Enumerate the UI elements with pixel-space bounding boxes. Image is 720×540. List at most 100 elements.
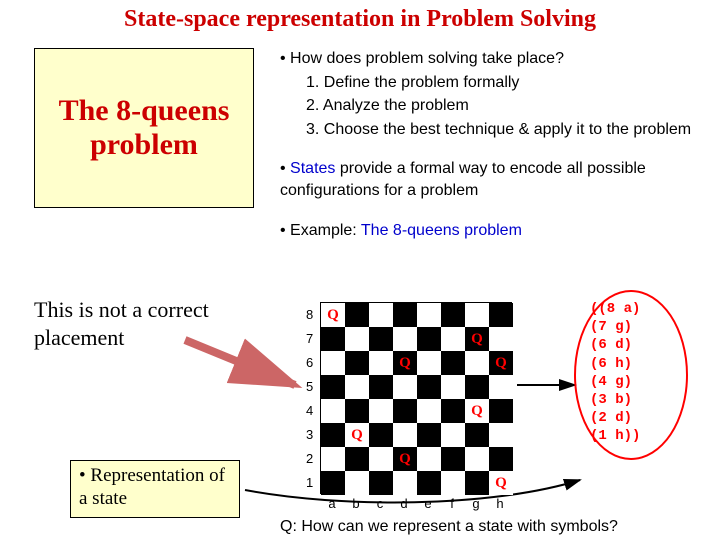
bullet-3: • Example: The 8-queens problem (280, 220, 710, 242)
file-labels: a b c d e f g h (320, 496, 512, 511)
square (417, 375, 441, 399)
square (489, 375, 513, 399)
state-line-1: (7 g) (590, 318, 640, 336)
state-line-0: ((8 a) (590, 300, 640, 318)
file-a: a (320, 496, 344, 511)
rank-6: 6 (306, 355, 313, 370)
square (417, 447, 441, 471)
square (369, 303, 393, 327)
square: Q (321, 303, 345, 327)
square: Q (465, 327, 489, 351)
square (345, 375, 369, 399)
queen-icon: Q (351, 427, 363, 444)
queen-icon: Q (495, 355, 507, 372)
title-box: The 8-queens problem (34, 48, 254, 208)
square (321, 375, 345, 399)
bullet-3-em: The 8-queens problem (361, 222, 522, 239)
square (441, 399, 465, 423)
square: Q (489, 471, 513, 495)
bullet-1-text: How does problem solving take place? (290, 50, 564, 67)
state-representation: ((8 a) (7 g) (6 d) (6 h) (4 g) (3 b) (2 … (590, 300, 640, 446)
square (465, 471, 489, 495)
square: Q (393, 447, 417, 471)
state-line-6: (2 d) (590, 409, 640, 427)
square (489, 399, 513, 423)
board-grid: QQQQQQQQ (320, 302, 512, 494)
state-line-4: (4 g) (590, 373, 640, 391)
square (321, 351, 345, 375)
square (417, 303, 441, 327)
bullet-2-text: provide a formal way to encode all possi… (280, 160, 646, 199)
square: Q (465, 399, 489, 423)
square (441, 303, 465, 327)
rank-5: 5 (306, 379, 313, 394)
square (369, 399, 393, 423)
bullet-3-label: Example: (290, 222, 361, 239)
step-2: 2. Analyze the problem (306, 95, 710, 117)
square: Q (345, 423, 369, 447)
square (393, 471, 417, 495)
bullet-area: • How does problem solving take place? 1… (280, 48, 710, 243)
queen-icon: Q (471, 403, 483, 420)
square (441, 471, 465, 495)
square (321, 447, 345, 471)
square (393, 303, 417, 327)
rank-2: 2 (306, 451, 313, 466)
square (369, 351, 393, 375)
square (321, 327, 345, 351)
chessboard: 8 7 6 5 4 3 2 1 QQQQQQQQ a b c d e f g h (300, 302, 530, 512)
queen-icon: Q (327, 307, 339, 324)
square (345, 327, 369, 351)
square (417, 351, 441, 375)
step-1: 1. Define the problem formally (306, 72, 710, 94)
square (465, 303, 489, 327)
file-h: h (488, 496, 512, 511)
square (345, 471, 369, 495)
square (441, 327, 465, 351)
rank-labels: 8 7 6 5 4 3 2 1 (306, 302, 313, 494)
file-g: g (464, 496, 488, 511)
file-e: e (416, 496, 440, 511)
square (321, 471, 345, 495)
rank-4: 4 (306, 403, 313, 418)
square (489, 447, 513, 471)
bullet-2: • States provide a formal way to encode … (280, 158, 710, 201)
square (393, 399, 417, 423)
square (369, 375, 393, 399)
square: Q (489, 351, 513, 375)
file-c: c (368, 496, 392, 511)
square (441, 423, 465, 447)
square (417, 471, 441, 495)
square (465, 351, 489, 375)
square: Q (393, 351, 417, 375)
representation-box: • Representation of a state (70, 460, 240, 518)
square (489, 423, 513, 447)
square (393, 375, 417, 399)
square (441, 375, 465, 399)
queen-icon: Q (471, 331, 483, 348)
square (465, 375, 489, 399)
step-3: 3. Choose the best technique & apply it … (306, 119, 710, 141)
state-line-5: (3 b) (590, 391, 640, 409)
square (489, 327, 513, 351)
square (417, 423, 441, 447)
file-f: f (440, 496, 464, 511)
square (369, 447, 393, 471)
square (369, 327, 393, 351)
square (345, 447, 369, 471)
square (393, 327, 417, 351)
square (345, 351, 369, 375)
arrow-to-board-icon (180, 330, 310, 400)
square (417, 327, 441, 351)
rank-7: 7 (306, 331, 313, 346)
square (369, 471, 393, 495)
how-question: Q: How can we represent a state with sym… (280, 518, 618, 536)
square (441, 447, 465, 471)
rank-1: 1 (306, 475, 313, 490)
rank-3: 3 (306, 427, 313, 442)
state-line-7: (1 h)) (590, 427, 640, 445)
square (393, 423, 417, 447)
square (489, 303, 513, 327)
rank-8: 8 (306, 307, 313, 322)
square (321, 423, 345, 447)
